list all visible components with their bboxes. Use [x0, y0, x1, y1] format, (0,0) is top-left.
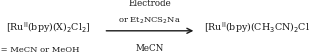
Text: [Ru$^{\mathrm{II}}$(bpy)(CH$_3$CN)$_2$Cl$_2$]: [Ru$^{\mathrm{II}}$(bpy)(CH$_3$CN)$_2$Cl… — [204, 20, 309, 35]
Text: [Ru$^{\mathrm{II}}$(bpy)(X)$_2$Cl$_2$]: [Ru$^{\mathrm{II}}$(bpy)(X)$_2$Cl$_2$] — [6, 20, 90, 35]
Text: or Et$_2$NCS$_2$Na: or Et$_2$NCS$_2$Na — [118, 16, 181, 26]
Text: MeCN: MeCN — [136, 44, 164, 53]
Text: X = MeCN or MeOH: X = MeCN or MeOH — [0, 45, 79, 54]
Text: Electrode: Electrode — [129, 0, 171, 8]
